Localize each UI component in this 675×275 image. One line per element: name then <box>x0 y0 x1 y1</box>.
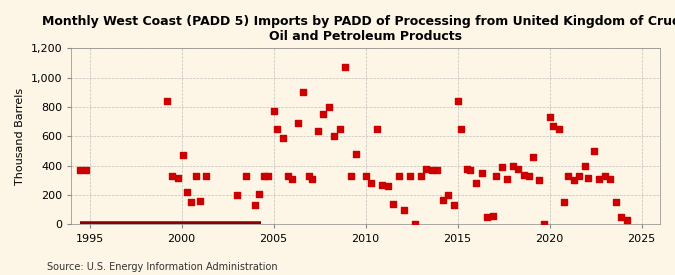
Point <box>377 183 387 187</box>
Point <box>161 99 172 103</box>
Point <box>399 208 410 212</box>
Point <box>388 202 399 206</box>
Point <box>465 168 476 172</box>
Point <box>533 178 544 183</box>
Point <box>404 174 415 178</box>
Point <box>562 174 573 178</box>
Point <box>307 177 318 181</box>
Point <box>298 90 308 95</box>
Point <box>191 174 202 178</box>
Point <box>487 213 498 218</box>
Point <box>579 164 590 168</box>
Point <box>427 168 437 172</box>
Point <box>482 215 493 219</box>
Point <box>524 174 535 178</box>
Point <box>432 168 443 172</box>
Point <box>366 181 377 186</box>
Point <box>616 215 627 219</box>
Point <box>513 166 524 171</box>
Point <box>194 199 205 203</box>
Text: Source: U.S. Energy Information Administration: Source: U.S. Energy Information Administ… <box>47 262 278 271</box>
Point <box>448 203 459 208</box>
Point <box>491 174 502 178</box>
Point <box>360 174 371 178</box>
Point <box>340 65 351 70</box>
Point <box>518 172 529 177</box>
Point <box>456 127 466 131</box>
Point <box>462 166 472 171</box>
Point <box>346 174 356 178</box>
Point <box>277 136 288 140</box>
Point <box>548 124 559 128</box>
Point <box>287 177 298 181</box>
Point <box>452 99 463 103</box>
Point <box>351 152 362 156</box>
Point <box>544 115 555 120</box>
Point <box>250 203 261 208</box>
Point <box>240 174 251 178</box>
Point <box>318 112 329 117</box>
Point <box>539 222 549 227</box>
Point <box>334 127 345 131</box>
Point <box>283 174 294 178</box>
Point <box>528 155 539 159</box>
Point <box>610 200 621 205</box>
Point <box>268 109 279 114</box>
Y-axis label: Thousand Barrels: Thousand Barrels <box>15 88 25 185</box>
Point <box>263 174 273 178</box>
Point <box>594 177 605 181</box>
Point <box>371 127 382 131</box>
Point <box>410 222 421 227</box>
Point <box>599 174 610 178</box>
Point <box>589 149 599 153</box>
Point <box>394 174 404 178</box>
Point <box>437 197 448 202</box>
Point <box>605 177 616 181</box>
Point <box>583 175 593 180</box>
Point <box>622 218 632 222</box>
Point <box>292 121 303 125</box>
Point <box>554 127 564 131</box>
Point <box>254 191 265 196</box>
Point <box>167 174 178 178</box>
Point <box>232 193 242 197</box>
Point <box>443 193 454 197</box>
Point <box>173 175 184 180</box>
Point <box>259 174 270 178</box>
Point <box>568 178 579 183</box>
Point <box>75 168 86 172</box>
Point <box>80 168 91 172</box>
Point <box>559 200 570 205</box>
Point <box>574 174 585 178</box>
Point <box>272 127 283 131</box>
Point <box>421 166 432 171</box>
Point <box>186 200 196 205</box>
Point <box>313 128 323 133</box>
Point <box>323 105 334 109</box>
Point <box>200 174 211 178</box>
Point <box>502 177 513 181</box>
Point <box>415 174 426 178</box>
Point <box>470 181 481 186</box>
Point <box>182 190 192 194</box>
Title: Monthly West Coast (PADD 5) Imports by PADD of Processing from United Kingdom of: Monthly West Coast (PADD 5) Imports by P… <box>42 15 675 43</box>
Point <box>496 165 507 169</box>
Point <box>303 174 314 178</box>
Point <box>382 184 393 188</box>
Point <box>178 153 189 158</box>
Point <box>476 171 487 175</box>
Point <box>329 134 340 139</box>
Point <box>508 164 518 168</box>
